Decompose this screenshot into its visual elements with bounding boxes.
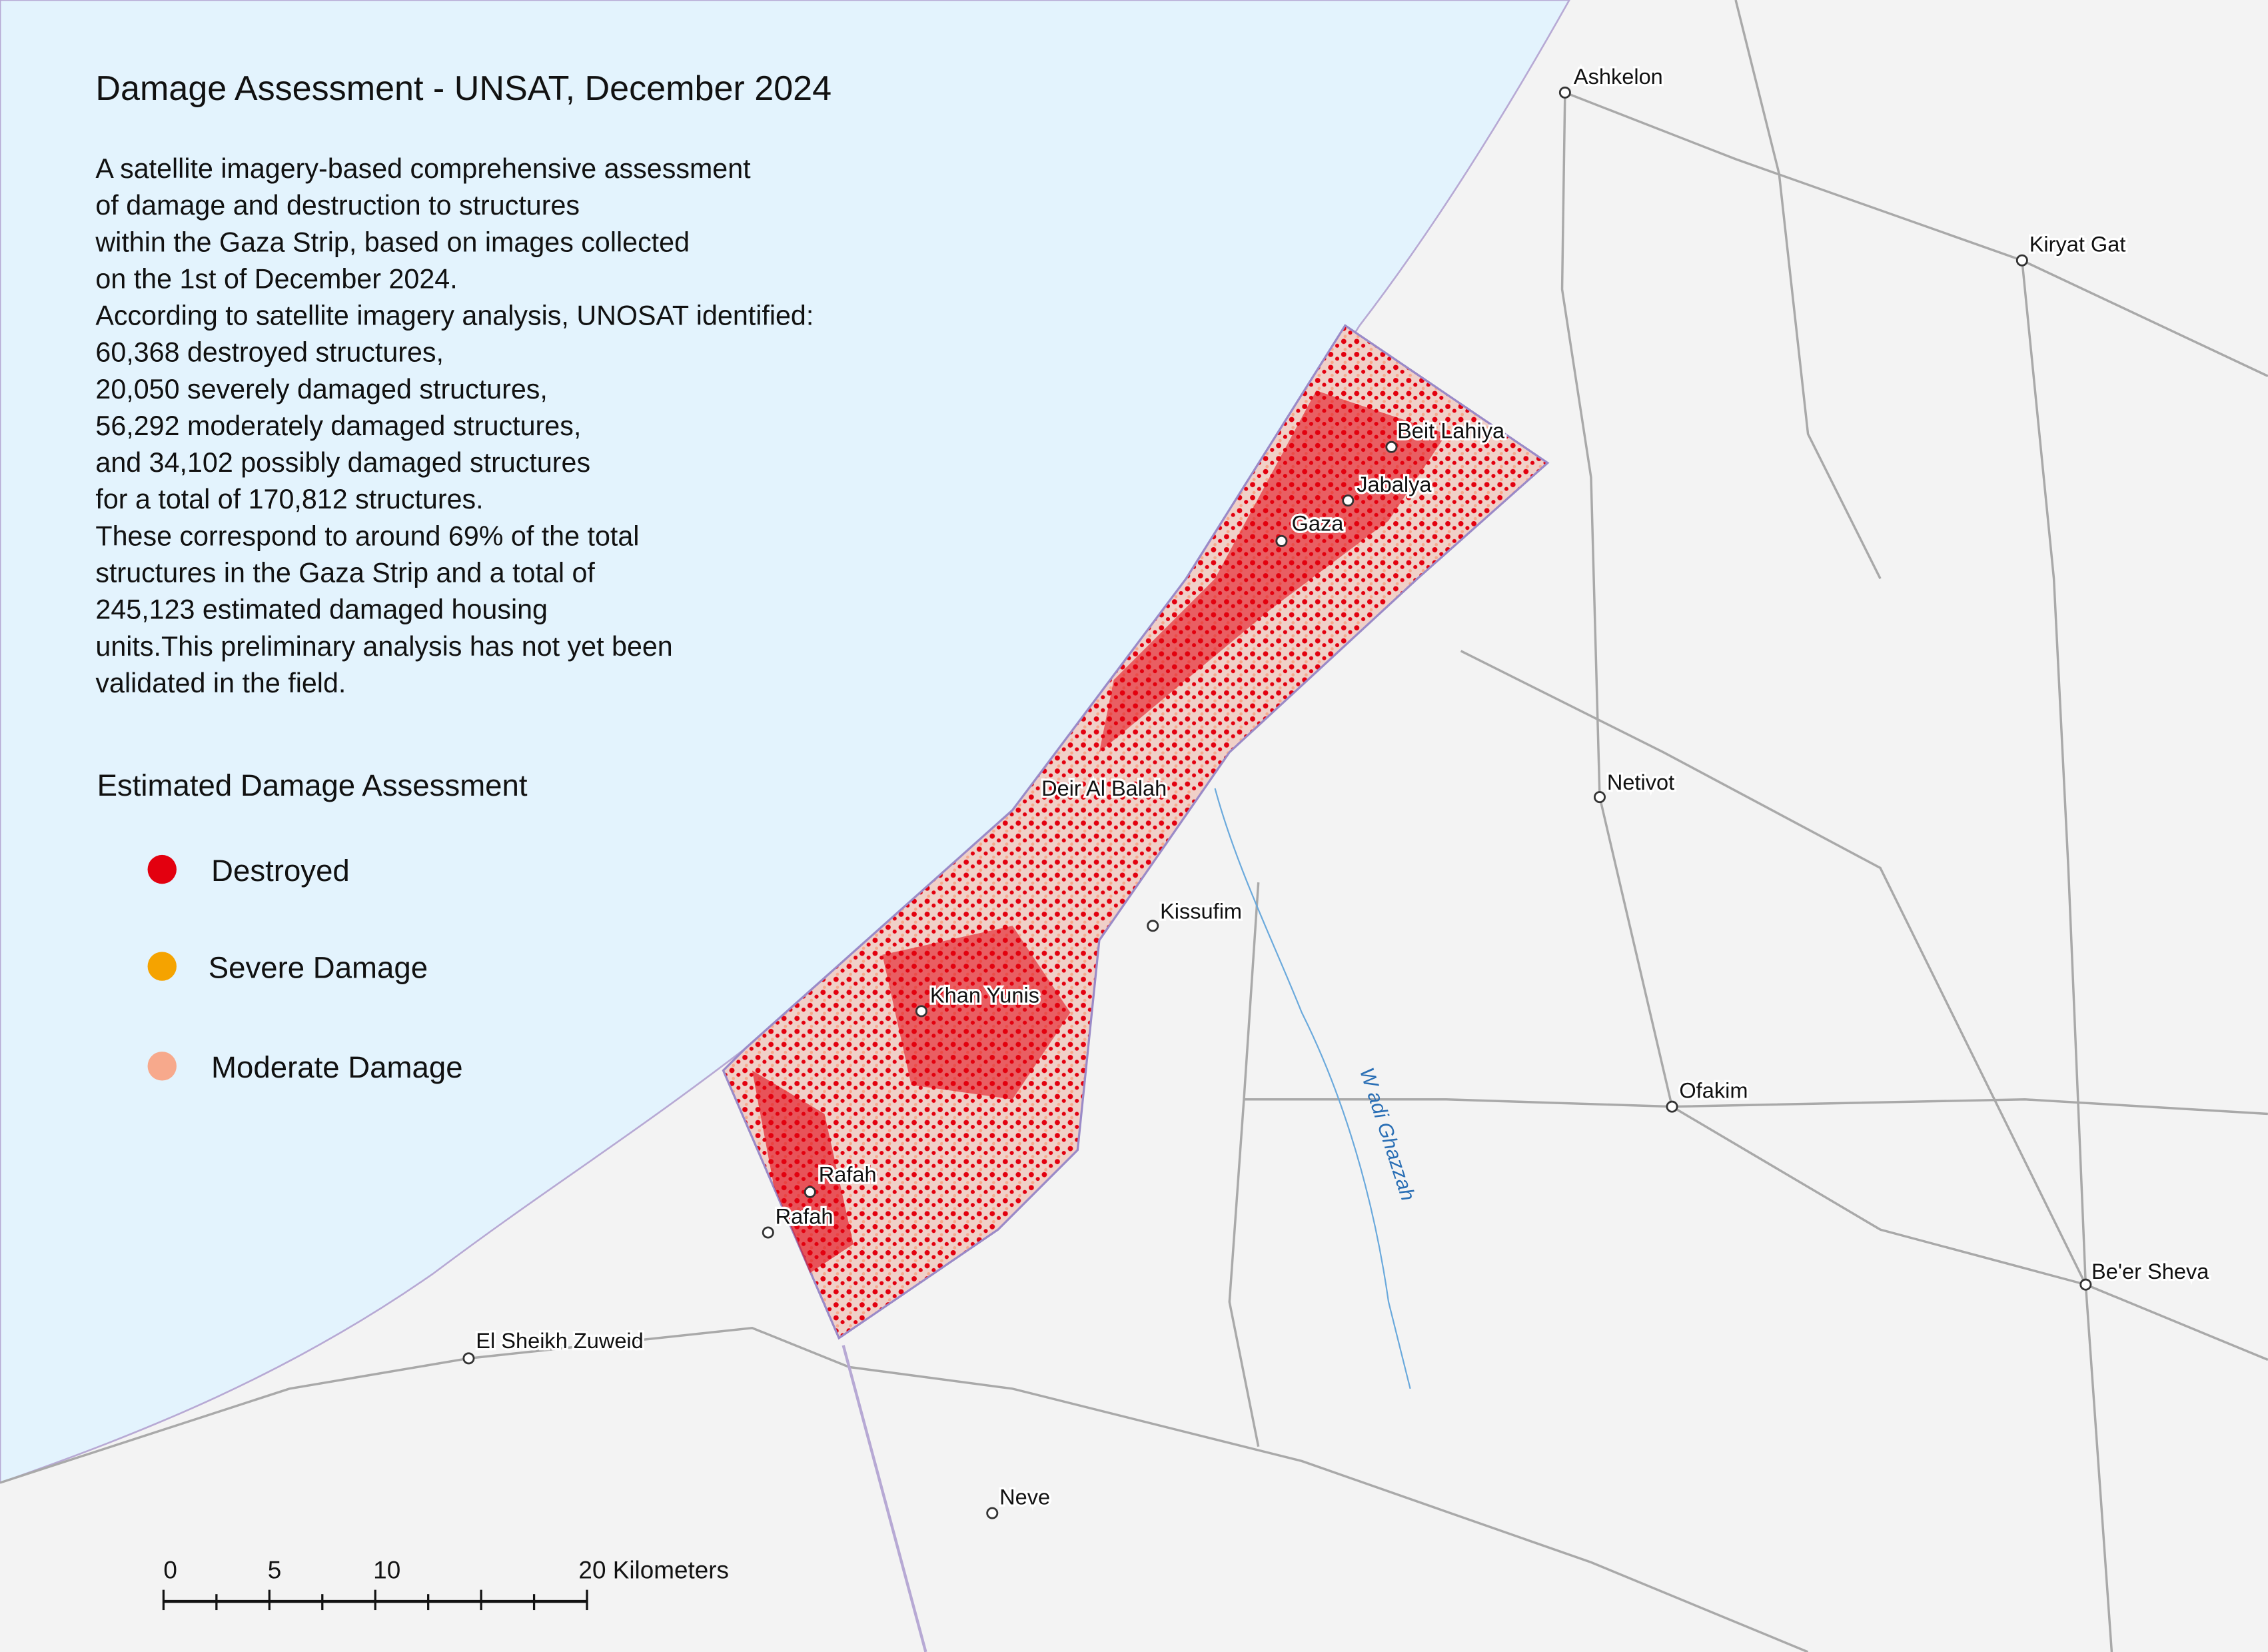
place-label: Gaza (1292, 512, 1345, 536)
description-line: 245,123 estimated damaged housing (95, 594, 548, 625)
scale-labels: 0 5 10 20 Kilometers (163, 1556, 729, 1583)
place-label: Beit Lahiya (1397, 419, 1505, 443)
description-line: on the 1st of December 2024. (95, 263, 457, 294)
place-label: El Sheikh Zuweid (476, 1329, 643, 1353)
place-marker (1385, 440, 1398, 453)
title: Damage Assessment - UNSAT, December 2024 (95, 69, 832, 108)
legend-label: Destroyed (211, 854, 350, 888)
damage-cluster (1099, 391, 1446, 752)
place-label: Ashkelon (1574, 65, 1663, 89)
description-line: structures in the Gaza Strip and a total… (95, 558, 595, 588)
description-line: A satellite imagery-based comprehensive … (95, 153, 751, 184)
place-marker (1275, 534, 1288, 547)
place-marker (986, 1507, 999, 1519)
place-marker (1558, 86, 1571, 99)
place-marker (2015, 254, 2028, 267)
description-line: 56,292 moderately damaged structures, (95, 411, 581, 441)
river (1214, 788, 1411, 1389)
place-label: Jabalya (1357, 472, 1432, 496)
scale-label: 10 (373, 1556, 400, 1583)
legend: Destroyed Severe Damage Moderate Damage (147, 854, 463, 1084)
scale-ticks (162, 1589, 588, 1611)
place-marker (462, 1352, 475, 1365)
place-label: Be'er Sheva (2091, 1259, 2209, 1283)
place-marker (915, 1005, 927, 1018)
description-line: 60,368 destroyed structures, (95, 337, 444, 368)
legend-title: Estimated Damage Assessment (97, 768, 528, 802)
description-line: units.This preliminary analysis has not … (95, 631, 672, 662)
place-label: Kiryat Gat (2029, 233, 2126, 257)
place-label: Rafah (819, 1163, 877, 1187)
place-marker (1147, 920, 1159, 932)
place-marker (1342, 494, 1355, 507)
description-line: and 34,102 possibly damaged structures (95, 447, 590, 478)
place-label: Netivot (1607, 770, 1674, 794)
place-marker (1593, 791, 1606, 804)
description-line: These correspond to around 69% of the to… (95, 520, 639, 551)
place-label: Kissufim (1160, 899, 1242, 923)
legend-label: Moderate Damage (211, 1050, 462, 1084)
place-label: Neve (999, 1485, 1050, 1509)
description-line: for a total of 170,812 structures. (95, 484, 483, 514)
border (842, 1345, 927, 1652)
description-line: within the Gaza Strip, based on images c… (95, 227, 690, 257)
legend-swatch (147, 952, 177, 981)
description-line: According to satellite imagery analysis,… (95, 301, 814, 331)
place-marker (804, 1186, 816, 1198)
damage-cluster (882, 926, 1071, 1100)
damage-cluster (752, 1070, 853, 1273)
place-marker (2079, 1278, 2092, 1291)
description-line: validated in the field. (95, 668, 346, 698)
place-marker (1666, 1100, 1678, 1113)
description-line: 20,050 severely damaged structures, (95, 374, 547, 405)
place-label: Khan Yunis (930, 983, 1039, 1007)
description-line: of damage and destruction to structures (95, 190, 580, 221)
legend-swatch (147, 1052, 177, 1081)
place-label: Ofakim (1679, 1079, 1748, 1103)
legend-label: Severe Damage (209, 950, 428, 984)
scale-bar: 0 5 10 20 Kilometers (162, 1556, 729, 1611)
scale-label: 0 (163, 1556, 177, 1583)
places: Ashkelon Kiryat Gat Beit Lahiya Jabalya Gaza… (462, 63, 2211, 1519)
legend-swatch (147, 854, 177, 884)
scale-label: 5 (268, 1556, 282, 1583)
scale-label: 20 Kilometers (578, 1556, 729, 1583)
place-marker (762, 1226, 774, 1239)
place-label: Rafah (776, 1204, 834, 1228)
place-label: Deir Al Balah (1041, 776, 1167, 800)
description: A satellite imagery-based comprehensive … (95, 153, 814, 698)
